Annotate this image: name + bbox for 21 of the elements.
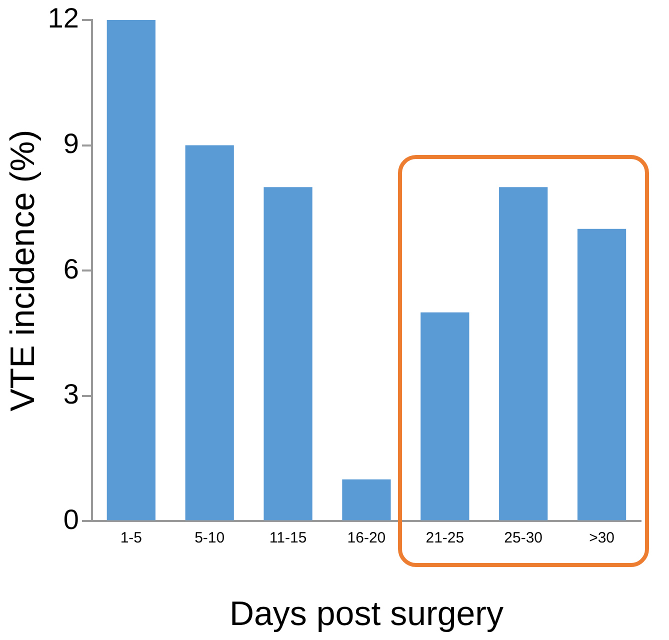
bar: [420, 312, 470, 520]
y-axis-title: VTE incidence (%): [4, 130, 42, 412]
x-tick-label: 11-15: [269, 529, 307, 546]
x-tick-label: 21-25: [426, 529, 464, 546]
y-tick-label: 6: [63, 253, 79, 284]
y-tick-label: 3: [63, 378, 79, 410]
y-tick-label: 9: [63, 128, 79, 160]
x-tick-label: 16-20: [347, 529, 386, 546]
y-tick-label: 0: [63, 504, 79, 535]
bar: [106, 20, 156, 520]
bar: [342, 479, 391, 520]
x-tick-label: 25-30: [504, 529, 543, 546]
bar: [185, 145, 234, 520]
bar: [264, 187, 312, 520]
x-tick-label: 1-5: [120, 529, 142, 546]
bar: [577, 228, 626, 520]
bar: [499, 187, 548, 520]
x-tick-label: >30: [589, 529, 615, 546]
x-axis-title: Days post surgery: [229, 594, 504, 633]
y-tick-label: 12: [48, 2, 79, 34]
x-tick-label: 5-10: [194, 529, 225, 546]
